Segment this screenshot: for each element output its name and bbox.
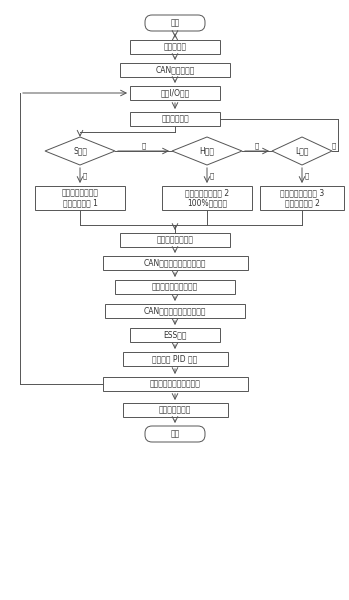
Text: 是: 是 <box>83 172 87 179</box>
Text: 参数初始化: 参数初始化 <box>163 43 187 52</box>
Bar <box>103 256 247 270</box>
Bar <box>35 186 125 210</box>
Text: 开始: 开始 <box>170 19 180 28</box>
Text: S模式: S模式 <box>73 146 87 155</box>
Bar <box>162 186 252 210</box>
Text: CAN总线初始化: CAN总线初始化 <box>155 65 195 74</box>
Bar <box>130 86 220 100</box>
Text: CAN总线读入油门反馈信号: CAN总线读入油门反馈信号 <box>144 307 206 316</box>
Bar <box>260 186 344 210</box>
Text: 否: 否 <box>332 142 336 149</box>
Bar <box>122 352 228 366</box>
Bar <box>115 280 235 294</box>
Text: 选择为可变调速率 3
可变扭矩曲线 2: 选择为可变调速率 3 可变扭矩曲线 2 <box>280 188 324 208</box>
Bar <box>130 40 220 54</box>
Text: 是: 是 <box>210 172 214 179</box>
Text: ESS控制: ESS控制 <box>163 331 187 340</box>
Bar <box>103 377 247 391</box>
Text: 否: 否 <box>255 142 259 149</box>
Text: 结束: 结束 <box>170 430 180 439</box>
Polygon shape <box>172 137 242 165</box>
Polygon shape <box>45 137 115 165</box>
Text: 各工作参数储存: 各工作参数储存 <box>159 406 191 415</box>
Bar <box>120 63 230 77</box>
Text: 读入油门旋钮信号: 读入油门旋钮信号 <box>156 235 193 245</box>
Text: 油率模式选择: 油率模式选择 <box>161 115 189 124</box>
Text: 否: 否 <box>141 142 146 149</box>
Text: 模糊二维 PID 调节: 模糊二维 PID 调节 <box>153 355 198 364</box>
Text: H模式: H模式 <box>200 146 215 155</box>
Text: 选择为可变调速率 2
100%扭矩曲线: 选择为可变调速率 2 100%扭矩曲线 <box>185 188 229 208</box>
Text: 读入各压力传感器信号: 读入各压力传感器信号 <box>152 283 198 292</box>
FancyBboxPatch shape <box>145 15 205 31</box>
Polygon shape <box>272 137 332 165</box>
Text: 选择为正常调速率
可变扭矩曲线 1: 选择为正常调速率 可变扭矩曲线 1 <box>61 188 98 208</box>
Text: L模式: L模式 <box>295 146 309 155</box>
Bar <box>122 403 228 417</box>
Bar <box>120 233 230 247</box>
Bar <box>130 112 220 126</box>
Bar <box>130 328 220 342</box>
Bar <box>105 304 245 318</box>
FancyBboxPatch shape <box>145 426 205 442</box>
Text: CAN总线输出转速设定信号: CAN总线输出转速设定信号 <box>144 259 206 268</box>
Text: 输出主泵油模式下电流值: 输出主泵油模式下电流值 <box>150 379 200 389</box>
Text: 是: 是 <box>305 172 309 179</box>
Text: 读入I/O信号: 读入I/O信号 <box>161 88 190 97</box>
